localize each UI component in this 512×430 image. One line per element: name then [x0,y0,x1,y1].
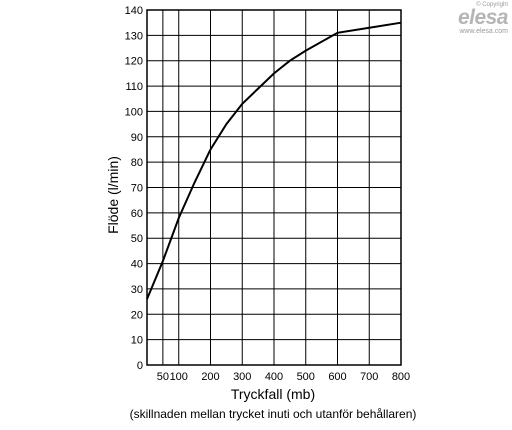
y-tick-label: 110 [125,81,143,93]
x-tick-label: 800 [392,371,410,383]
x-tick-label: 500 [297,371,315,383]
x-axis-label: Tryckfall (mb) [231,386,315,402]
y-tick-label: 120 [125,56,143,68]
y-tick-label: 20 [131,309,143,321]
y-tick-label: 140 [125,5,143,17]
y-tick-label: 40 [131,259,143,271]
y-tick-label: 60 [131,208,143,220]
y-tick-label: 0 [137,360,143,372]
y-tick-labels: 0 10 20 30 40 50 60 70 80 90 100 110 120 130 140 [125,5,143,372]
logo-copyright: © Copyright [476,2,508,8]
x-tick-label: 50 [157,371,169,383]
elesa-logo: © Copyright elesa www.elesa.com [457,2,509,35]
x-tick-label: 700 [360,371,378,383]
plot-frame [146,9,402,366]
y-axis-label: Flöde (l/min) [105,156,121,234]
y-tick-label: 130 [125,30,143,42]
y-tick-label: 70 [131,183,143,195]
x-tick-label: 300 [233,371,251,383]
x-tick-label: 100 [170,371,188,383]
y-tick-label: 10 [131,335,143,347]
x-tick-label: 600 [328,371,346,383]
y-tick-label: 80 [131,157,143,169]
horizontal-gridlines [147,34,401,341]
x-axis-sublabel: (skillnaden mellan trycket inuti och uta… [130,407,417,421]
y-tick-label: 100 [125,106,143,118]
logo-url: www.elesa.com [459,28,508,35]
logo-name: elesa [457,6,509,29]
y-tick-label: 90 [131,132,143,144]
y-tick-label: 50 [131,233,143,245]
flow-curve [146,21,402,300]
y-tick-label: 30 [131,284,143,296]
x-tick-label: 400 [265,371,283,383]
x-tick-labels: 50 100 200 300 400 500 600 700 800 [157,371,410,383]
x-tick-label: 200 [201,371,219,383]
